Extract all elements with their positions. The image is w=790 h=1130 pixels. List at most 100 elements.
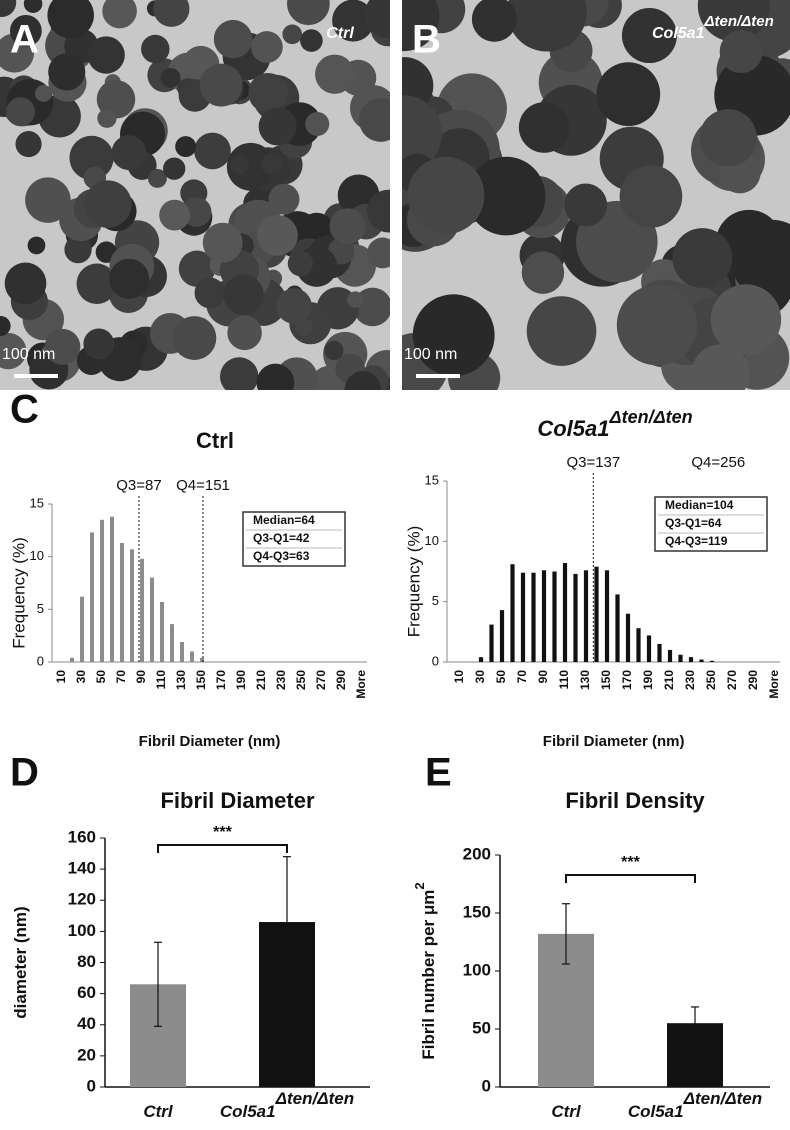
stats-box [242, 511, 346, 567]
y-label-text: Fibril number per μm [419, 890, 438, 1060]
fibril [699, 109, 757, 167]
fibril [282, 24, 303, 45]
x-tick-label: 210 [662, 670, 676, 690]
chart-title: Fibril Diameter [160, 788, 314, 813]
scale-bar-label: 100 nm [404, 346, 457, 363]
stats-box [654, 496, 768, 552]
y-axis-label: Frequency (%) [9, 537, 28, 648]
bar [562, 563, 568, 662]
bar [120, 542, 124, 662]
bar [615, 594, 620, 662]
fibril [596, 62, 661, 127]
bar [170, 624, 174, 662]
y-tick-label: 15 [425, 472, 439, 487]
category-superscript: Δten/Δten [275, 1089, 355, 1108]
bar [699, 659, 704, 662]
caption-text: Col5a1 [652, 25, 705, 42]
fibril [23, 0, 43, 13]
bar [541, 570, 547, 662]
x-tick-label: 190 [234, 670, 248, 690]
fibril [315, 54, 355, 94]
fibril [564, 183, 608, 227]
bar [100, 519, 104, 662]
y-tick-label: 200 [463, 844, 491, 863]
x-tick-label: Col5a1Δten/Δten [220, 1089, 354, 1121]
x-tick-label: 70 [114, 670, 128, 684]
fibril [163, 157, 186, 180]
x-tick-label: 230 [274, 670, 288, 690]
fibril [109, 258, 150, 299]
fibril [619, 165, 683, 228]
y-tick-label: 10 [425, 533, 439, 548]
x-tick-label: 90 [134, 670, 148, 684]
x-tick-label: 50 [494, 670, 508, 684]
fibril [287, 250, 313, 277]
bar [583, 570, 589, 662]
bar [130, 549, 134, 662]
fibril [521, 251, 565, 294]
x-tick-label: 30 [74, 670, 88, 684]
fibril [0, 332, 27, 370]
fibril [69, 135, 114, 181]
fibril [261, 153, 283, 175]
fibril [223, 274, 264, 315]
bar [520, 572, 526, 662]
fibril [402, 95, 442, 173]
fibril [518, 102, 570, 153]
chart-title: Ctrl [196, 428, 234, 453]
y-label-superscript: 2 [412, 882, 427, 889]
fibril [248, 72, 288, 113]
quartile-label: Q4=151 [176, 477, 230, 494]
x-tick-label: 290 [334, 670, 348, 690]
fibril [344, 371, 381, 390]
y-tick-label: 0 [482, 1076, 491, 1095]
fibril [9, 14, 42, 47]
y-tick-label: 150 [463, 902, 491, 921]
fibril [102, 0, 137, 29]
fibril [230, 155, 250, 175]
fibril [276, 288, 312, 324]
x-axis-label: Fibril Diameter (nm) [139, 733, 281, 750]
x-tick-label: 30 [473, 670, 487, 684]
y-tick-label: 0 [87, 1076, 96, 1095]
x-tick-label: More [767, 670, 781, 699]
quartile-label: Q3=137 [566, 454, 620, 471]
y-tick-label: 5 [37, 601, 44, 616]
fibril [268, 183, 300, 215]
x-tick-label: 170 [620, 670, 634, 690]
fibril [6, 97, 36, 127]
quartile-label: Q4=256 [691, 454, 745, 471]
fibril [202, 222, 243, 263]
bar [678, 654, 683, 662]
bar [150, 577, 154, 662]
significance-label: *** [213, 824, 232, 841]
y-tick-label: 50 [472, 1018, 491, 1037]
x-tick-label: 150 [599, 670, 613, 690]
bar [190, 651, 194, 662]
stats-text: Median=104 [665, 498, 734, 512]
y-tick-label: 20 [77, 1045, 96, 1064]
fibril [691, 344, 750, 390]
fibril [366, 189, 390, 233]
fibril [347, 291, 364, 308]
y-tick-label: 0 [37, 653, 44, 668]
texture [402, 0, 790, 390]
x-tick-label: 110 [154, 670, 168, 690]
stats-text: Q4-Q3=119 [665, 534, 728, 548]
stats-text: Q3-Q1=64 [665, 516, 722, 530]
significance-bracket [157, 844, 288, 853]
title-text: Col5a1 [537, 416, 609, 441]
quartile-label: Q3=87 [116, 477, 161, 494]
fibril [35, 85, 52, 102]
fibril [332, 0, 375, 42]
fibril [25, 177, 71, 223]
fibril [172, 316, 217, 360]
fibril [329, 208, 366, 245]
fibril [358, 98, 390, 142]
bar [499, 610, 505, 662]
caption-text: Ctrl [326, 25, 354, 42]
fibril [466, 156, 546, 236]
x-tick-label: 90 [536, 670, 550, 684]
x-tick-label: 270 [725, 670, 739, 690]
bar [625, 613, 631, 662]
